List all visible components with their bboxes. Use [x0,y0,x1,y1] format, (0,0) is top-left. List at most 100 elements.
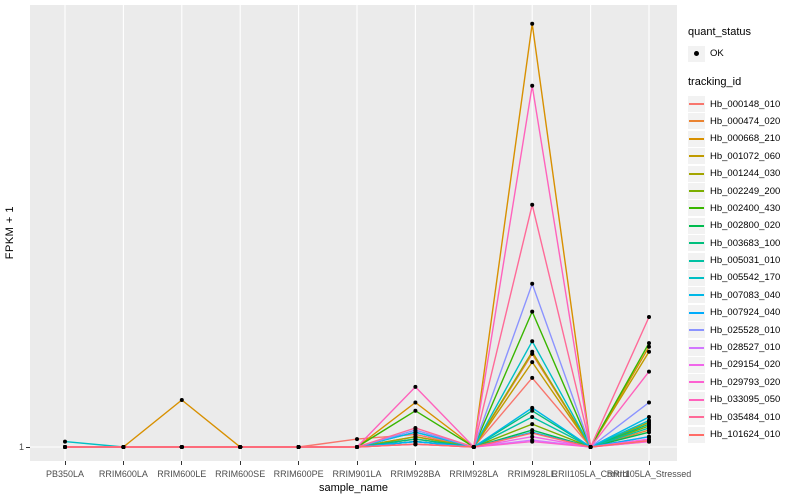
legend-item-tracking-id: Hb_005542_170 [688,269,800,286]
x-axis-tick-mark [590,461,592,465]
data-point [647,418,651,423]
data-point [530,349,535,354]
legend-item-label: Hb_001072_060 [710,150,781,162]
data-point [530,375,535,380]
legend-item-label: Hb_002249_200 [710,185,781,197]
data-point [63,439,67,444]
data-point [647,415,651,419]
x-axis-tick-mark [239,461,241,465]
data-point [647,438,651,443]
x-axis-tick-mark [64,461,66,465]
y-axis-tick-label: 1 [18,442,24,452]
x-axis-category-label: RRIM928LA [449,469,499,479]
data-point [413,408,418,413]
x-axis-category-label: RRIM901LA [332,469,382,479]
legend-key-box [688,235,705,252]
data-point [530,309,535,314]
x-axis-category-label: RRIM600LA [98,469,148,479]
legend-item-tracking-id: Hb_035484_010 [688,408,800,426]
legend-line-swatch-icon [689,172,704,175]
legend-item-label: Hb_002400_430 [710,202,781,214]
data-point [530,21,535,26]
data-point [647,341,651,346]
legend-key-box [688,269,705,286]
legend-key-box [688,217,705,234]
legend-key-box [688,391,705,408]
legend-item-label: Hb_035484_010 [710,411,781,423]
legend-item-tracking-id: Hb_007083_040 [688,287,800,304]
line-chart-canvas [30,5,677,461]
data-point [530,408,535,413]
legend-tracking-id-title: tracking_id [688,76,742,89]
legend-key-box [688,148,705,165]
legend-line-swatch-icon [689,416,704,419]
legend-item-tracking-id: Hb_000148_010 [688,95,800,113]
legend-line-swatch-icon [689,363,704,366]
legend-item-tracking-id: Hb_001244_030 [688,165,800,182]
data-point [647,430,651,435]
data-point [355,437,359,442]
data-point [296,445,301,449]
legend-line-swatch-icon [689,329,704,332]
legend-key-box [688,200,705,217]
x-axis-tick-mark [122,461,124,465]
legend-line-swatch-icon [689,137,704,140]
data-point [647,422,651,427]
legend-line-swatch-icon [689,259,704,262]
data-point [238,445,243,449]
legend-item-label: Hb_028527_010 [710,342,781,354]
x-axis-category-label: RRIM928BA [390,469,441,479]
legend-key-box [688,304,705,321]
data-point [530,360,535,365]
legend-item-tracking-id: Hb_025528_010 [688,321,800,339]
legend-line-swatch-icon [689,311,704,314]
data-point [413,400,418,405]
legend-item-tracking-id: Hb_001072_060 [688,148,800,165]
legend-item-tracking-id: Hb_000668_210 [688,130,800,147]
data-point [121,445,126,449]
legend-line-swatch-icon [689,242,704,245]
x-axis-tick-mark [181,461,183,465]
legend-item-label: Hb_007083_040 [710,289,781,301]
legend-key-box [688,409,705,426]
legend-key-box [688,130,705,147]
legend-item-label: Hb_101624_010 [710,429,781,440]
legend-item-label: Hb_029793_020 [710,376,781,388]
data-point [413,426,418,430]
data-point [530,415,535,419]
legend-item-label: OK [710,48,724,60]
legend-key-box [688,165,705,182]
y-axis-title: FPKM + 1 [4,206,16,260]
legend-item-label: Hb_029154_020 [710,359,781,371]
legend-item-tracking-id: Hb_003683_100 [688,235,800,252]
legend-line-swatch-icon [689,294,704,297]
data-point [647,400,651,405]
legend-tracking-id-items: Hb_000148_010 Hb_000474_020 Hb_000668_210 H… [688,95,800,443]
legend-key-box [688,96,705,113]
x-axis-category-label: RRII105LA_Control [551,469,630,479]
data-point [530,431,535,436]
legend-key-box [688,252,705,269]
legend-key-box [688,374,705,391]
data-point [530,434,535,439]
legend-key-box [688,339,705,356]
legend-item-tracking-id: Hb_029154_020 [688,356,800,373]
x-axis-category-label: RRIM600LE [157,469,207,479]
legend-line-swatch-icon [689,155,704,158]
legend-item-label: Hb_007924_040 [710,307,781,319]
legend-item-label: Hb_000474_020 [710,115,781,127]
x-axis-tick-mark [414,461,416,465]
legend-item-tracking-id: Hb_028527_010 [688,339,800,356]
legend-item-tracking-id: Hb_101624_010 [688,426,800,443]
legend-item-tracking-id: Hb_029793_020 [688,374,800,391]
legend-line-swatch-icon [689,346,704,349]
legend-item-label: Hb_000148_010 [710,98,781,110]
legend-item-quant-ok: OK [688,45,800,62]
legend-key-box [688,287,705,304]
data-point [355,445,359,449]
data-point [530,339,535,344]
legend-line-swatch-icon [689,398,704,401]
legend-item-label: Hb_000668_210 [710,133,781,145]
x-axis-tick-mark [648,461,650,465]
